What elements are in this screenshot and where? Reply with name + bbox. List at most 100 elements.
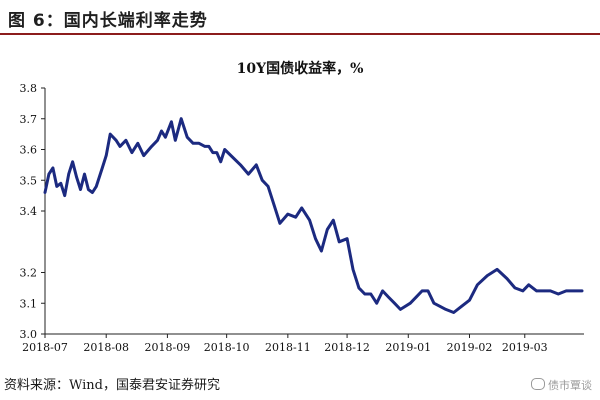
watermark: 债市覃谈 <box>531 377 592 393</box>
data-point <box>67 172 70 176</box>
data-point <box>409 302 412 305</box>
x-tick-label: 2019-02 <box>447 341 493 354</box>
data-point <box>75 176 78 179</box>
data-point <box>105 154 108 157</box>
data-point <box>71 160 74 163</box>
data-point <box>87 188 90 191</box>
data-point <box>247 172 250 176</box>
x-tick-label: 2018-11 <box>265 341 311 354</box>
figure-header: 图 6：国内长端利率走势 <box>0 0 600 35</box>
data-point <box>160 129 163 133</box>
data-point <box>393 302 396 305</box>
data-point <box>255 163 258 167</box>
data-point <box>180 117 183 120</box>
y-tick-label: 3.8 <box>20 82 38 95</box>
data-point <box>432 302 436 305</box>
data-point <box>55 185 58 188</box>
y-tick-label: 3.2 <box>20 267 38 280</box>
data-point <box>130 151 134 154</box>
data-point <box>438 305 442 308</box>
data-point <box>369 292 372 296</box>
x-tick-label: 2019-01 <box>385 341 431 354</box>
data-point <box>565 289 568 293</box>
data-point <box>203 145 207 148</box>
data-point <box>91 191 94 194</box>
data-point <box>426 289 430 293</box>
x-tick-label: 2018-12 <box>324 341 370 354</box>
data-point <box>468 299 471 302</box>
data-point <box>223 148 226 151</box>
data-point <box>83 172 86 176</box>
data-point <box>63 194 66 197</box>
figure-title: 图 6：国内长端利率走势 <box>8 11 208 31</box>
data-point <box>95 185 98 188</box>
x-tick-label: 2018-07 <box>22 341 68 354</box>
data-point <box>170 120 173 124</box>
data-point <box>452 311 455 314</box>
data-point <box>495 268 499 271</box>
data-point <box>557 292 560 296</box>
data-point <box>272 203 276 206</box>
chart-marks <box>43 117 584 314</box>
data-point <box>197 142 201 145</box>
data-point <box>314 237 317 240</box>
data-point <box>381 289 384 293</box>
data-point <box>486 274 489 277</box>
data-point <box>156 139 159 142</box>
data-point <box>357 286 361 290</box>
data-point <box>387 295 390 299</box>
data-point <box>136 142 139 145</box>
data-point <box>124 139 128 142</box>
data-point <box>351 268 355 271</box>
y-tick-label: 3.4 <box>20 205 38 218</box>
data-point <box>239 163 242 167</box>
data-point <box>286 212 289 216</box>
data-point <box>59 182 62 185</box>
data-point <box>332 219 335 222</box>
data-point <box>114 139 118 142</box>
data-point <box>109 132 112 136</box>
data-point <box>174 139 177 142</box>
data-point <box>460 305 463 308</box>
data-point <box>505 277 509 280</box>
y-tick-label: 3.0 <box>20 328 38 341</box>
data-point <box>444 308 447 311</box>
series-line <box>43 117 584 314</box>
data-point <box>150 145 153 148</box>
y-tick-label: 3.6 <box>20 144 38 157</box>
data-point <box>278 222 282 225</box>
data-point <box>261 179 264 182</box>
data-point <box>375 302 378 305</box>
data-point <box>345 237 349 240</box>
data-point <box>399 308 402 311</box>
data-point <box>513 286 517 290</box>
data-point <box>101 166 104 170</box>
data-point <box>300 206 303 210</box>
x-tick-label: 2018-10 <box>204 341 250 354</box>
data-point <box>51 166 55 170</box>
data-point <box>79 188 82 191</box>
data-point <box>549 289 552 293</box>
chart-axes: 3.0 3.1 3.2 3.4 3.5 3.6 3.7 3.8 2018-07 2018-08 20… <box>20 82 584 354</box>
data-point <box>294 216 297 219</box>
data-point <box>535 289 538 293</box>
y-tick-label: 3.1 <box>20 297 38 310</box>
data-point <box>363 292 366 296</box>
header-rule <box>0 33 600 35</box>
data-point <box>207 145 211 148</box>
chart-title: 10Y国债收益率，% <box>236 61 364 77</box>
data-point <box>521 289 524 293</box>
data-point <box>164 136 167 139</box>
data-point <box>266 185 270 188</box>
data-point <box>47 172 51 176</box>
x-tick-label: 2019-03 <box>502 341 548 354</box>
source-note: 资料来源：Wind，国泰君安证券研究 <box>4 378 220 393</box>
data-point <box>142 154 145 157</box>
data-point <box>219 160 222 163</box>
data-point <box>320 249 323 253</box>
data-point <box>118 145 122 148</box>
data-point <box>186 136 189 139</box>
data-point <box>215 151 218 154</box>
data-point <box>476 283 479 286</box>
